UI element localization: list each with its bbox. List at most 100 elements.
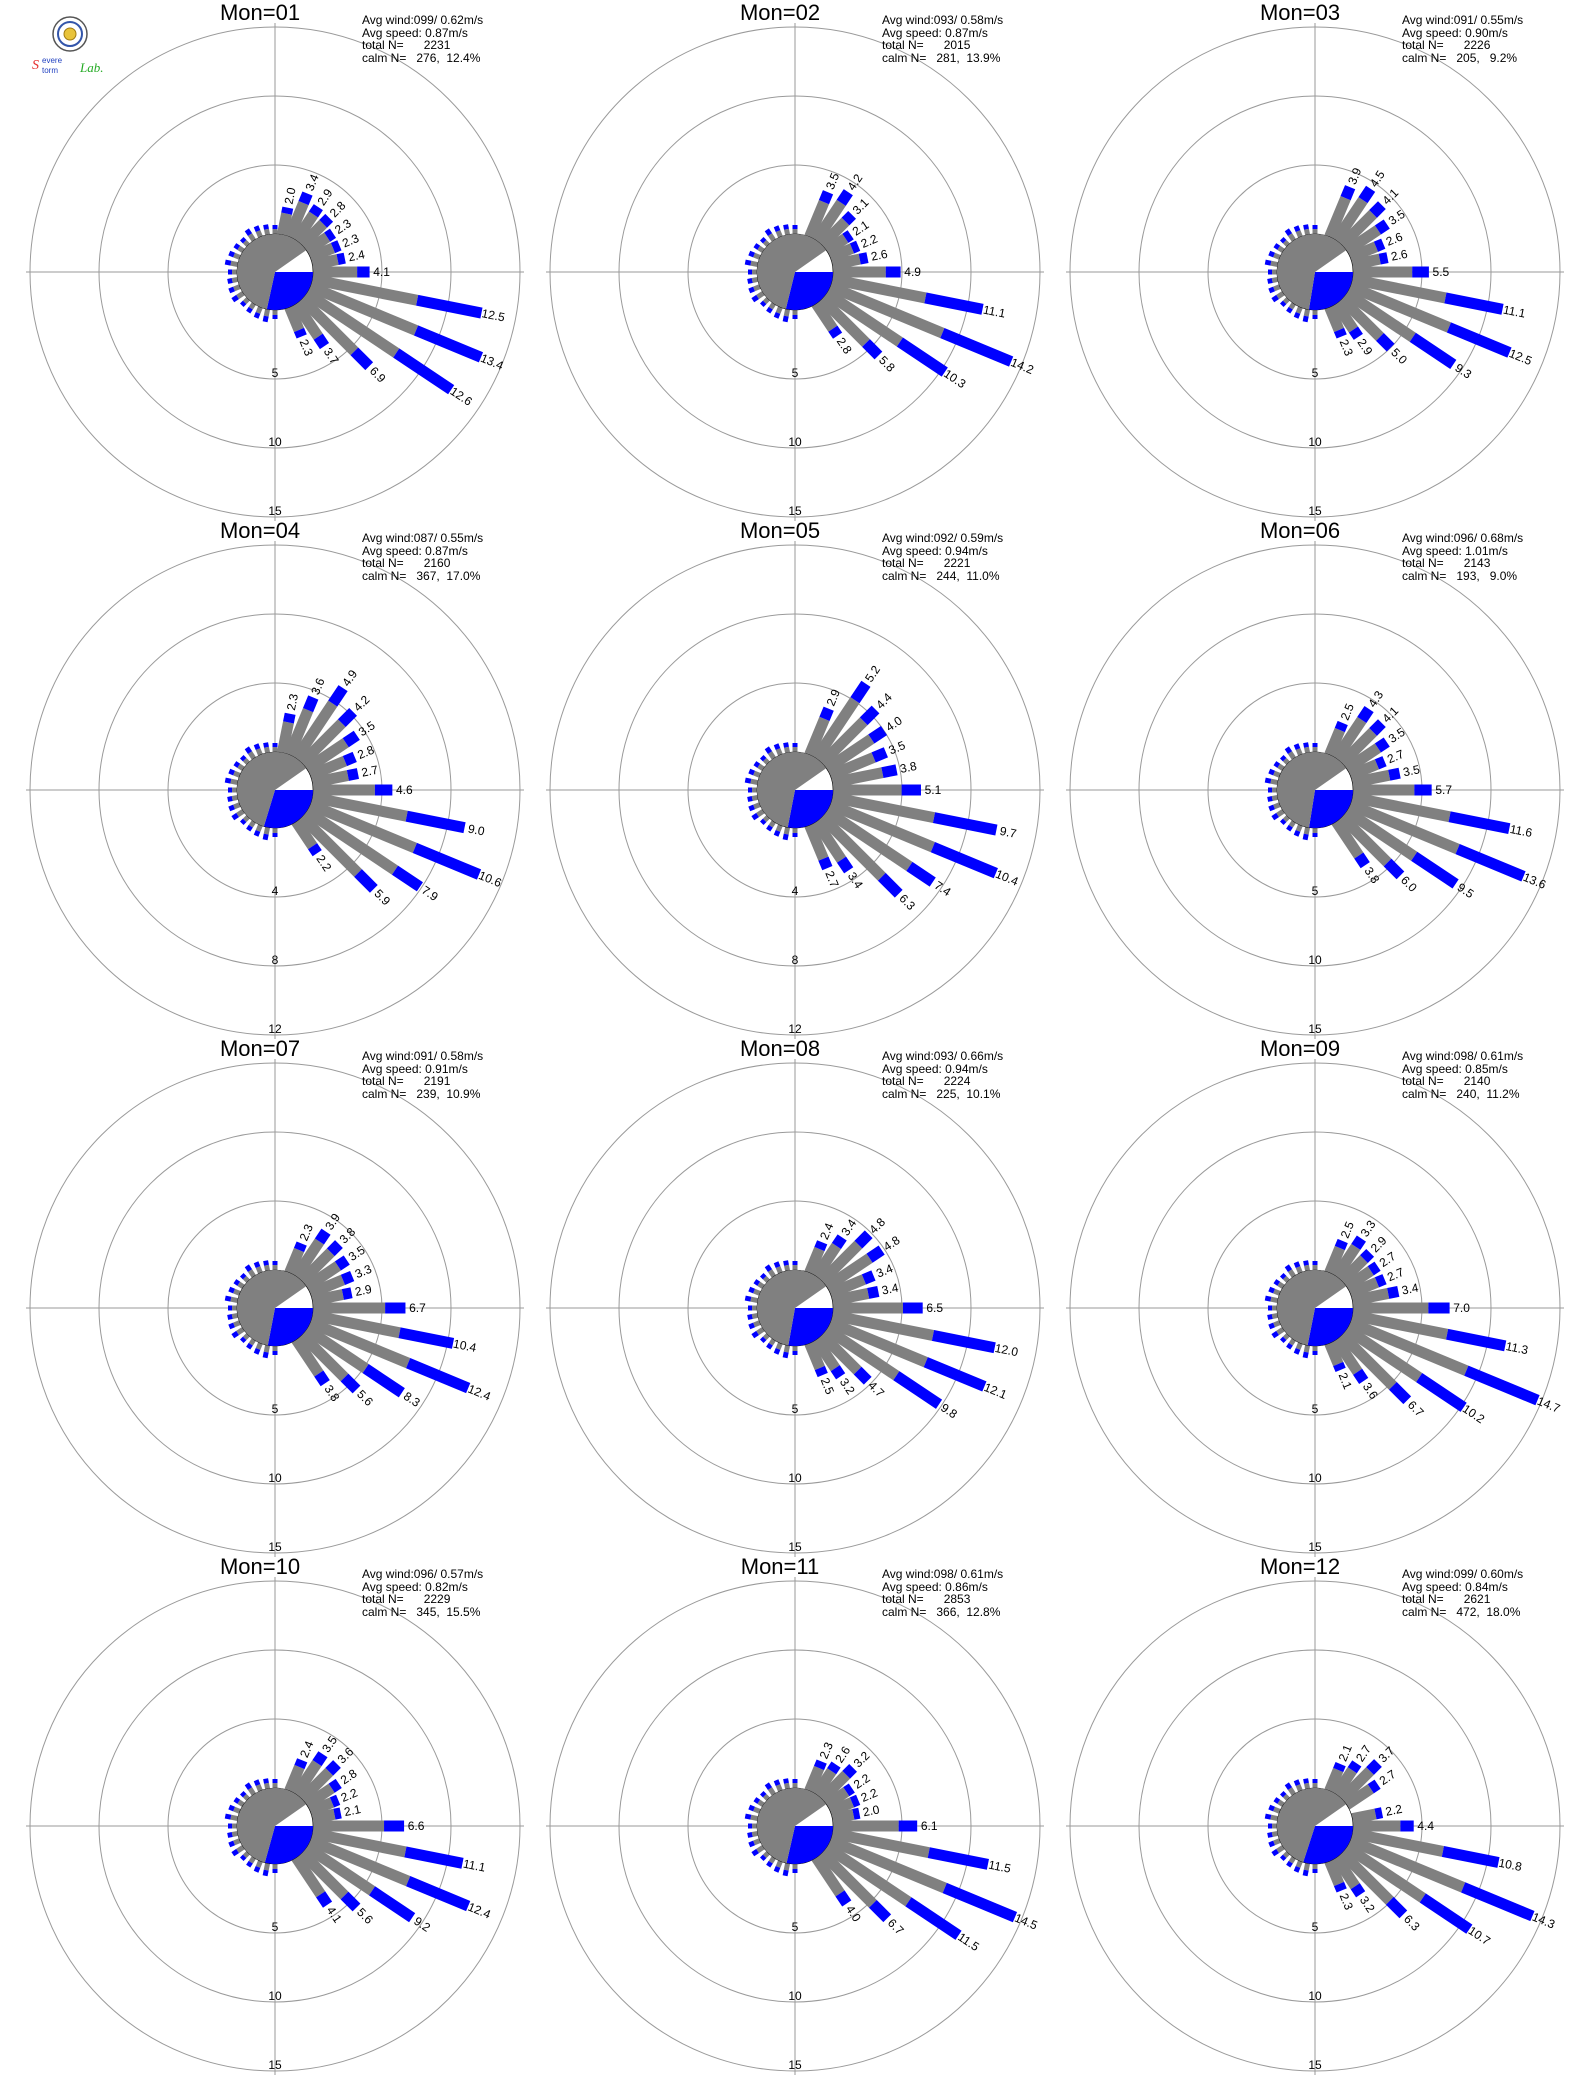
stats-avg-wind: Avg wind:096/ 0.57m/s — [362, 1567, 484, 1581]
bar-value-label: 3.7 — [1376, 1743, 1398, 1765]
bar-segment-low — [828, 1274, 867, 1299]
minor-bar-blue — [759, 754, 767, 762]
minor-bar-blue — [1303, 224, 1309, 230]
bar-segment-mid — [1353, 1368, 1369, 1384]
minor-bar-blue — [764, 1782, 773, 1790]
minor-bar-blue — [1273, 761, 1281, 768]
minor-bar-blue — [1268, 1286, 1276, 1294]
panel-title: Mon=07 — [219, 1036, 301, 1061]
bar-value-label: 4.2 — [351, 692, 373, 714]
bar-segment-mid — [859, 705, 880, 726]
calm-sector-blue — [786, 1826, 833, 1864]
bar-value-label: 9.8 — [938, 1400, 960, 1421]
minor-bar-gray — [767, 751, 776, 760]
bar-value-label: 4.5 — [1367, 168, 1388, 190]
panel-title: Mon=09 — [1259, 1036, 1341, 1061]
ring-label: 15 — [268, 1540, 282, 1554]
bar-segment-mid — [416, 294, 483, 319]
stats-avg-wind: Avg wind:093/ 0.58m/s — [882, 13, 1004, 27]
stats-calm: calm N= 366, 12.8% — [882, 1604, 1001, 1619]
bar-segment-mid — [1374, 737, 1390, 753]
bar-segment-low — [297, 219, 328, 250]
minor-bar-gray — [231, 1830, 239, 1837]
minor-bar-blue — [748, 1840, 756, 1848]
minor-bar-gray — [263, 826, 271, 835]
bar-segment-low — [284, 1247, 305, 1275]
bar-segment-low — [1343, 1324, 1423, 1383]
minor-bar-gray — [762, 1793, 770, 1801]
bar-segment-mid — [298, 191, 313, 206]
minor-bar-blue — [224, 1295, 232, 1302]
minor-bar-gray — [1303, 826, 1311, 835]
minor-bar-blue — [773, 829, 781, 837]
bar-segment-low — [308, 1797, 335, 1817]
minor-bar-gray — [233, 1320, 241, 1328]
bar-segment-low — [303, 288, 400, 358]
bar-segment-low — [297, 294, 359, 356]
bar-segment-low — [1331, 1243, 1361, 1280]
wind-rose-panel: 5 10 15 12.4 8.3 5.6 3.8 6.7 10.4 2.9 3.3 3.5 3.8 3.9… — [0, 1036, 524, 1557]
bar-value-label: 14.7 — [1535, 1394, 1562, 1416]
minor-bar-blue — [782, 1351, 789, 1359]
minor-bar-blue — [759, 236, 767, 244]
bar-segment-low — [1343, 743, 1381, 774]
minor-bar-gray — [231, 794, 239, 801]
bar-segment-mid — [842, 1764, 857, 1779]
minor-bar-blue — [773, 225, 781, 233]
minor-bar-gray — [242, 239, 250, 247]
bar-segment-mid — [858, 252, 869, 265]
bar-segment-low — [1337, 812, 1392, 867]
bar-value-label: 2.6 — [1390, 247, 1409, 264]
minor-bar-gray — [1270, 1814, 1279, 1822]
minor-bar-blue — [246, 306, 253, 314]
bar-value-label: 3.5 — [346, 1243, 368, 1264]
minor-bar-gray — [264, 228, 271, 236]
bar-segment-mid — [302, 695, 319, 713]
minor-bar-blue — [1268, 1804, 1276, 1812]
bar-segment-low — [1351, 792, 1451, 823]
stats-total: total N= 2621 — [1402, 1592, 1491, 1607]
minor-bar-gray — [1282, 1333, 1290, 1341]
minor-bar-gray — [752, 1305, 757, 1311]
minor-bar-gray — [1287, 751, 1296, 760]
minor-bar-gray — [1312, 1864, 1318, 1869]
bar-segment-mid — [341, 1287, 353, 1300]
minor-bar-blue — [233, 243, 241, 250]
bar-segment-low — [1343, 806, 1418, 861]
minor-bar-blue — [272, 1779, 278, 1784]
minor-bar-blue — [239, 754, 247, 762]
bar-segment-low — [828, 799, 935, 853]
minor-bar-blue — [748, 1286, 756, 1294]
minor-bar-blue — [751, 812, 759, 821]
bar-segment-low — [1351, 1808, 1377, 1824]
bar-value-label: 6.0 — [1398, 873, 1420, 895]
minor-bar-gray — [1273, 284, 1281, 292]
bar-segment-low — [303, 738, 349, 774]
minor-bar-gray — [1312, 828, 1318, 833]
bar-segment-mid — [898, 1820, 918, 1832]
bar-segment-low — [833, 1302, 903, 1314]
bar-segment-low — [1331, 300, 1359, 333]
minor-bar-gray — [756, 809, 765, 818]
bar-segment-low — [828, 1317, 928, 1368]
minor-bar-gray — [247, 751, 256, 760]
bar-segment-mid — [406, 1358, 471, 1394]
bar-segment-low — [1343, 225, 1381, 256]
panel-title: Mon=12 — [1259, 1554, 1341, 1579]
minor-bar-blue — [748, 269, 753, 275]
minor-bar-blue — [239, 1854, 247, 1862]
minor-bar-gray — [756, 291, 765, 300]
minor-bar-blue — [1273, 1797, 1281, 1804]
minor-bar-blue — [224, 1813, 232, 1820]
minor-bar-blue — [1271, 1848, 1279, 1857]
minor-bar-gray — [1303, 1344, 1311, 1353]
minor-bar-gray — [753, 1806, 761, 1814]
stats-calm: calm N= 345, 15.5% — [362, 1604, 481, 1619]
bar-segment-mid — [1350, 1883, 1366, 1898]
stats-block: Avg wind:096/ 0.57m/s Avg speed: 0.82m/s t… — [362, 1568, 483, 1618]
stats-avg-wind: Avg wind:099/ 0.60m/s — [1402, 1567, 1524, 1581]
wind-rose-svg: 5101514.511.56.74.06.111.52.02.22.23.22.… — [546, 1577, 1044, 2075]
minor-bar-gray — [272, 1783, 278, 1788]
bar-segment-low — [303, 806, 399, 875]
bar-segment-mid — [1334, 720, 1348, 733]
